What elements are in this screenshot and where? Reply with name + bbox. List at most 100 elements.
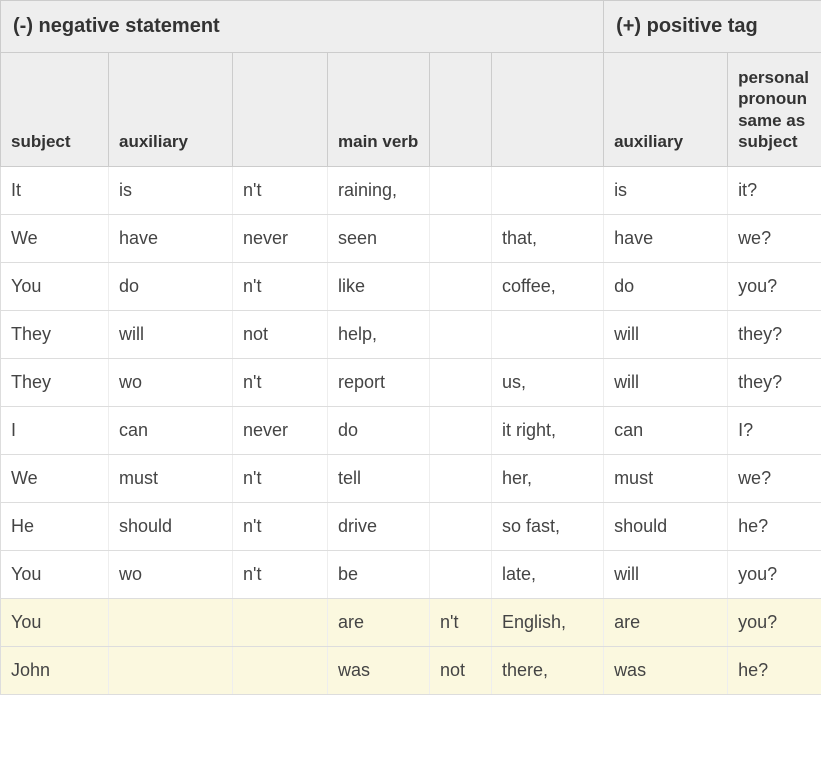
table-cell [430,263,492,311]
table-cell [430,455,492,503]
table-cell: we? [728,455,821,503]
table-cell: he? [728,647,821,695]
table-row: Icanneverdoit right,canI? [1,407,821,455]
table-cell: are [604,599,728,647]
table-cell: you? [728,551,821,599]
table-cell: help, [328,311,430,359]
table-cell: You [1,599,109,647]
table-cell [233,647,328,695]
col-blank-3 [492,53,604,167]
table-cell: are [328,599,430,647]
table-cell: we? [728,215,821,263]
table-cell: he? [728,503,821,551]
table-cell: They [1,359,109,407]
table-cell: will [109,311,233,359]
table-cell: It [1,167,109,215]
tag-questions-table: (-) negative statement (+) positive tag … [0,0,821,695]
table-cell: will [604,311,728,359]
table-cell [430,503,492,551]
col-auxiliary-2: auxiliary [604,53,728,167]
table-cell: there, [492,647,604,695]
column-header-row: subject auxiliary main verb auxiliary pe… [1,53,821,167]
table-cell: coffee, [492,263,604,311]
table-cell [430,359,492,407]
table-cell: must [109,455,233,503]
table-cell: will [604,551,728,599]
table-cell: I? [728,407,821,455]
table-body: Itisn'training,isit?Wehaveneverseenthat,… [1,167,821,695]
table-row: Johnwasnotthere,washe? [1,647,821,695]
table-row: Wehaveneverseenthat,havewe? [1,215,821,263]
table-cell: can [109,407,233,455]
col-blank-1 [233,53,328,167]
table-cell: should [604,503,728,551]
table-cell: He [1,503,109,551]
table-row: Youdon'tlikecoffee,doyou? [1,263,821,311]
table-cell: We [1,455,109,503]
table-cell: late, [492,551,604,599]
table-cell: n't [233,167,328,215]
table-row: Theywon'treportus,willthey? [1,359,821,407]
table-cell: so fast, [492,503,604,551]
table-cell: never [233,215,328,263]
table-cell: have [604,215,728,263]
table-cell [492,167,604,215]
table-cell [109,599,233,647]
table-cell: wo [109,551,233,599]
table-cell: should [109,503,233,551]
table-cell: you? [728,599,821,647]
table-cell: it right, [492,407,604,455]
table-cell [430,551,492,599]
col-pronoun: personal pronoun same as subject [728,53,821,167]
table-cell: they? [728,311,821,359]
table-cell: n't [233,551,328,599]
table-cell: raining, [328,167,430,215]
table-cell [430,215,492,263]
table-cell: her, [492,455,604,503]
table-cell: seen [328,215,430,263]
table-cell: was [604,647,728,695]
table-cell: n't [233,359,328,407]
table-row: Youwon'tbe late,willyou? [1,551,821,599]
table-cell: you? [728,263,821,311]
col-main-verb: main verb [328,53,430,167]
table-cell: like [328,263,430,311]
table-cell [492,311,604,359]
table-cell: is [109,167,233,215]
table-cell [109,647,233,695]
table-cell: must [604,455,728,503]
table-cell: drive [328,503,430,551]
table-row: Heshouldn'tdriveso fast,shouldhe? [1,503,821,551]
table-cell: us, [492,359,604,407]
table-cell: You [1,263,109,311]
table-cell: it? [728,167,821,215]
table-row: Youaren'tEnglish,areyou? [1,599,821,647]
table-cell [233,599,328,647]
table-cell: They [1,311,109,359]
table-cell [430,167,492,215]
table-cell: You [1,551,109,599]
table-cell: not [233,311,328,359]
table-cell: can [604,407,728,455]
table-cell: wo [109,359,233,407]
table-cell: be [328,551,430,599]
table-cell [430,407,492,455]
negative-statement-header: (-) negative statement [1,1,604,53]
table-cell: n't [430,599,492,647]
table-cell: that, [492,215,604,263]
table-cell: not [430,647,492,695]
col-auxiliary-1: auxiliary [109,53,233,167]
table-cell: English, [492,599,604,647]
table-cell [430,311,492,359]
table-cell: they? [728,359,821,407]
positive-tag-header: (+) positive tag [604,1,821,53]
table-cell: John [1,647,109,695]
table-cell: never [233,407,328,455]
section-header-row: (-) negative statement (+) positive tag [1,1,821,53]
table-cell: n't [233,455,328,503]
table-row: Theywillnothelp,willthey? [1,311,821,359]
table-cell: was [328,647,430,695]
col-blank-2 [430,53,492,167]
table-row: Itisn'training,isit? [1,167,821,215]
table-cell: tell [328,455,430,503]
